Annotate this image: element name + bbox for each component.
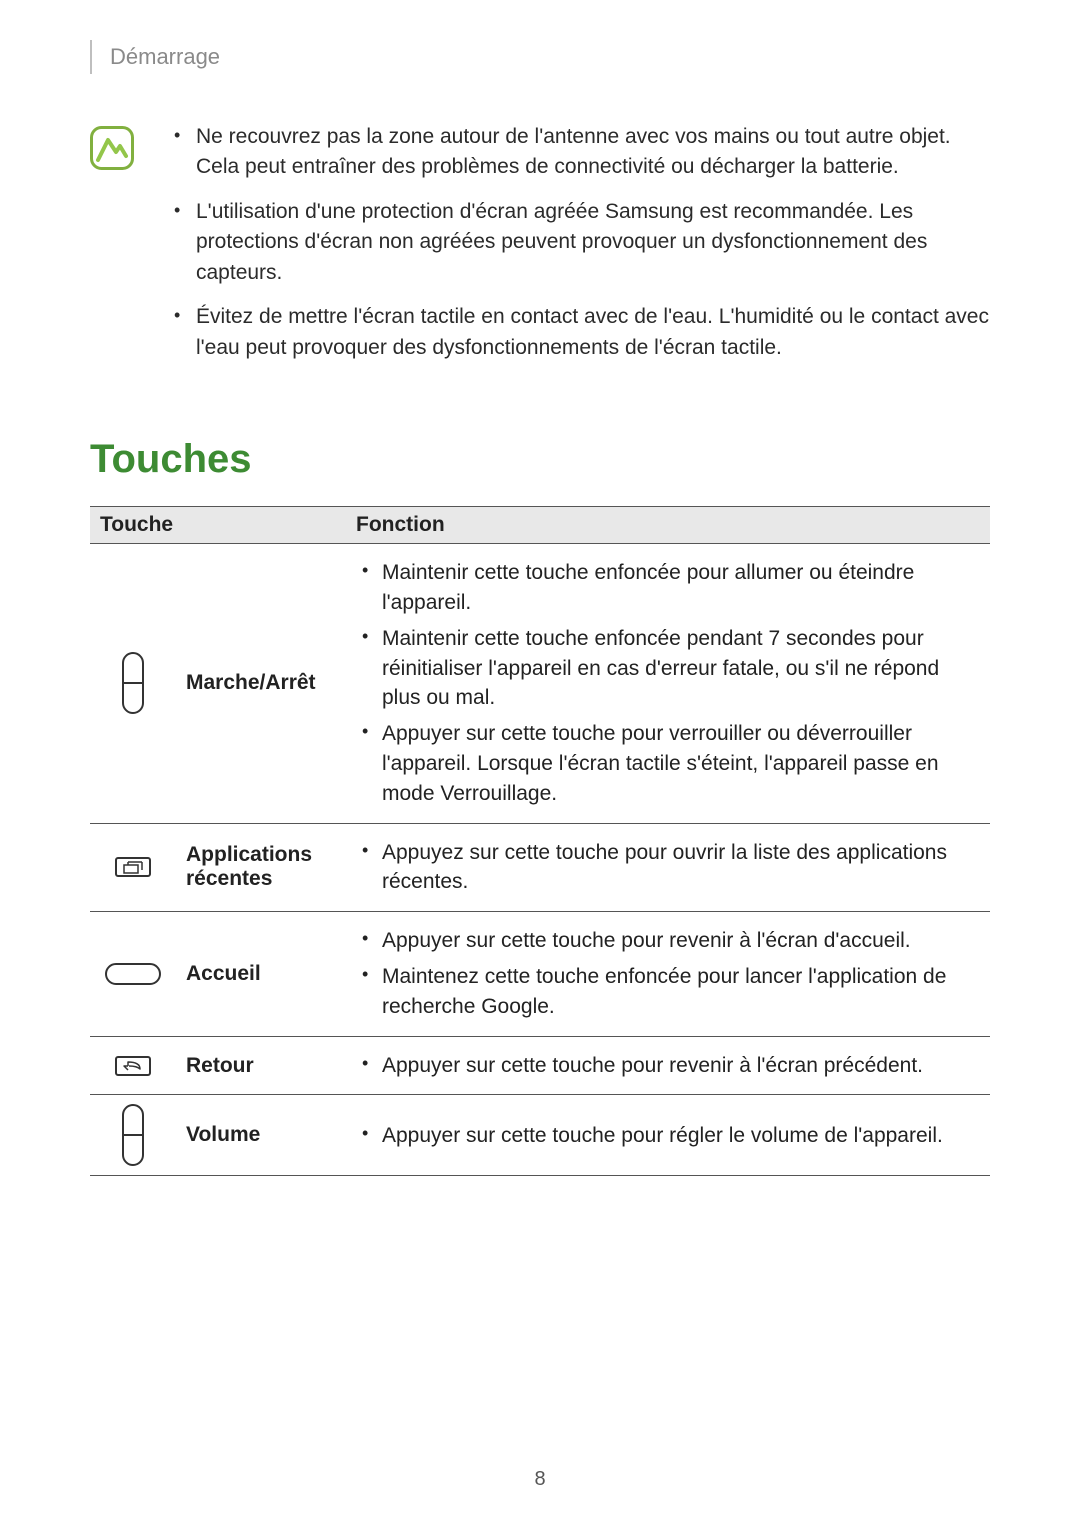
key-functions: Appuyer sur cette touche pour revenir à … (346, 912, 990, 1036)
key-label: Marche/Arrêt (176, 544, 346, 824)
home-icon (100, 960, 166, 988)
table-row: Volume Appuyer sur cette touche pour rég… (90, 1095, 990, 1176)
breadcrumb: Démarrage (90, 40, 990, 74)
page-root: Démarrage Ne recouvrez pas la zone autou… (0, 0, 1080, 1527)
warning-item: L'utilisation d'une protection d'écran a… (168, 197, 990, 288)
power-icon (100, 651, 166, 715)
key-label: Retour (176, 1036, 346, 1095)
function-item: Appuyer sur cette touche pour régler le … (356, 1121, 980, 1151)
page-number: 8 (0, 1468, 1080, 1491)
key-label: Volume (176, 1095, 346, 1176)
key-icon-cell (90, 1036, 176, 1095)
function-item: Appuyer sur cette touche pour verrouille… (356, 719, 980, 808)
key-label: Accueil (176, 912, 346, 1036)
key-functions: Appuyer sur cette touche pour revenir à … (346, 1036, 990, 1095)
function-item: Maintenir cette touche enfoncée pendant … (356, 624, 980, 713)
key-label: Applications récentes (176, 823, 346, 912)
header-fonction: Fonction (346, 507, 990, 544)
note-block: Ne recouvrez pas la zone autour de l'ant… (90, 122, 990, 377)
key-icon-cell (90, 912, 176, 1036)
key-icon-cell (90, 823, 176, 912)
key-functions: Appuyez sur cette touche pour ouvrir la … (346, 823, 990, 912)
warning-item: Ne recouvrez pas la zone autour de l'ant… (168, 122, 990, 183)
volume-icon (100, 1103, 166, 1167)
table-row: Marche/Arrêt Maintenir cette touche enfo… (90, 544, 990, 824)
warning-item: Évitez de mettre l'écran tactile en cont… (168, 302, 990, 363)
key-icon-cell (90, 544, 176, 824)
note-icon (90, 126, 134, 170)
function-item: Appuyer sur cette touche pour revenir à … (356, 1051, 980, 1081)
warning-list: Ne recouvrez pas la zone autour de l'ant… (168, 122, 990, 377)
table-row: Applications récentes Appuyez sur cette … (90, 823, 990, 912)
key-functions: Maintenir cette touche enfoncée pour all… (346, 544, 990, 824)
function-item: Appuyez sur cette touche pour ouvrir la … (356, 838, 980, 898)
recent-apps-icon (100, 853, 166, 881)
key-functions: Appuyer sur cette touche pour régler le … (346, 1095, 990, 1176)
function-item: Maintenir cette touche enfoncée pour all… (356, 558, 980, 618)
breadcrumb-text: Démarrage (110, 44, 220, 70)
table-row: Retour Appuyer sur cette touche pour rev… (90, 1036, 990, 1095)
section-title: Touches (90, 437, 990, 482)
header-touche: Touche (90, 507, 346, 544)
back-icon (100, 1052, 166, 1080)
key-icon-cell (90, 1095, 176, 1176)
keys-table: Touche Fonction Marche/Arrêt Ma (90, 506, 990, 1176)
function-item: Appuyer sur cette touche pour revenir à … (356, 926, 980, 956)
function-item: Maintenez cette touche enfoncée pour lan… (356, 962, 980, 1022)
table-row: Accueil Appuyer sur cette touche pour re… (90, 912, 990, 1036)
